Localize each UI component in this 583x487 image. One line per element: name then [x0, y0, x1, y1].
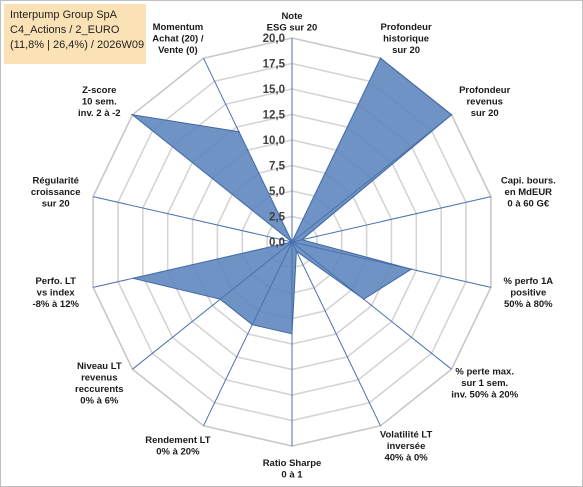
axis-label-line: 40% à 0% [384, 452, 428, 463]
tick-label: 2,5 [269, 212, 286, 224]
axis-label-line: inversée [387, 441, 426, 452]
axis-spoke [132, 114, 293, 243]
axis-label-line: % perfo 1A [503, 276, 553, 287]
axis-label: Ratio Sharpe 0 à 1 [263, 458, 322, 481]
axis-label: Capi. bours. en MdEUR 0 à 60 G€ [501, 176, 556, 210]
tick-label: 12,5 [263, 110, 286, 122]
tick-label: 15,0 [263, 84, 285, 96]
axis-label-line: 10 sem. [82, 96, 117, 107]
axis-label-line: Vente (0) [158, 45, 198, 56]
period-label: (11,8% | 26,4%) / 2026W09 [10, 39, 145, 51]
axis-label-line: en MdEUR [505, 187, 553, 198]
axis-label: Profondeur revenus sur 20 [459, 85, 510, 119]
axis-label: Profondeur historique sur 20 [380, 22, 431, 56]
tick-label: 0,0 [269, 237, 285, 249]
axis-spoke [132, 241, 293, 370]
axis-label-line: historique [383, 34, 429, 45]
axis-label-line: sur 20 [392, 45, 420, 56]
axis-spoke [291, 114, 452, 243]
radar-tick-labels: 0,0 2,5 5,0 7,5 10,0 12,5 15,0 17,5 20,0 [263, 33, 286, 249]
axis-label-line: Perfo. LT [35, 276, 76, 287]
axis-label-line: 0% à 20% [156, 447, 200, 458]
axis-spoke [92, 241, 293, 288]
tick-label: 5,0 [269, 186, 285, 198]
axis-label-line: 0% à 6% [80, 395, 119, 406]
axis-label-line: sur 20 [42, 199, 70, 210]
category-label: C4_Actions / 2_EURO [10, 24, 120, 36]
axis-label: % perfo 1A positive 50% à 80% [503, 276, 553, 310]
radar-spokes [92, 38, 492, 446]
tick-label: 20,0 [263, 33, 285, 45]
axis-spoke [291, 241, 452, 370]
axis-label-line: Momentum [153, 22, 204, 33]
axis-spoke [291, 196, 492, 243]
axis-label: Note ESG sur 20 [267, 11, 318, 34]
axis-label-line: sur 20 [471, 108, 499, 119]
axis-label: Perfo. LT vs index -8% à 12% [32, 276, 79, 310]
axis-label-line: Volatilité LT [380, 429, 433, 440]
axis-label: Momentum Achat (20) / Vente (0) [152, 22, 204, 56]
axis-label: Régularité croissance sur 20 [31, 176, 81, 210]
axis-label-line: revenus [466, 96, 502, 107]
tick-label: 7,5 [269, 161, 286, 173]
axis-label: Rendement LT 0% à 20% [145, 435, 210, 458]
axis-spoke [291, 241, 492, 288]
axis-label-line: Capi. bours. [501, 176, 556, 187]
axis-label-line: Profondeur [459, 85, 510, 96]
axis-label-line: 0 à 1 [281, 470, 303, 481]
axis-label: Niveau LT revenus reccurents 0% à 6% [75, 361, 124, 407]
axis-label-line: Z-score [82, 85, 116, 96]
tick-label: 10,0 [263, 135, 285, 147]
axis-label-line: Note [281, 11, 302, 22]
axis-label-line: Rendement LT [145, 435, 210, 446]
axis-spoke [291, 57, 381, 243]
axis-label-line: Profondeur [380, 22, 431, 33]
axis-label: Z-score 10 sem. inv. 2 à -2 [78, 85, 121, 119]
axis-label-line: Achat (20) / [152, 34, 204, 45]
axis-label-line: ESG sur 20 [267, 23, 318, 34]
axis-spoke [203, 241, 293, 427]
axis-label-line: inv. 50% à 20% [451, 390, 518, 401]
axis-spoke [291, 241, 381, 427]
axis-label-line: croissance [31, 187, 81, 198]
company-name: Interpump Group SpA [10, 9, 118, 21]
tick-label: 17,5 [263, 59, 286, 71]
axis-label-line: Régularité [32, 176, 78, 187]
axis-label-line: % perte max. [455, 367, 514, 378]
axis-label: Volatilité LT inversée 40% à 0% [380, 429, 433, 463]
axis-label-line: Niveau LT [77, 361, 122, 372]
axis-label-line: Ratio Sharpe [263, 458, 322, 469]
axis-spoke [203, 57, 293, 243]
axis-label-line: 0 à 60 G€ [507, 199, 549, 210]
axis-spoke [92, 196, 293, 243]
axis-label-line: vs index [37, 288, 76, 299]
chart-title-box: Interpump Group SpA C4_Actions / 2_EURO … [4, 4, 146, 64]
axis-label-line: inv. 2 à -2 [78, 108, 121, 119]
radar-axis-labels: Note ESG sur 20 Profondeur historique sur 20… [31, 11, 556, 481]
axis-label: % perte max. sur 1 sem. inv. 50% à 20% [451, 367, 518, 401]
axis-label-line: -8% à 12% [32, 299, 79, 310]
axis-label-line: sur 1 sem. [461, 378, 508, 389]
axis-label-line: positive [510, 288, 546, 299]
axis-label-line: 50% à 80% [504, 299, 553, 310]
axis-label-line: reccurents [75, 384, 124, 395]
axis-label-line: revenus [81, 372, 117, 383]
